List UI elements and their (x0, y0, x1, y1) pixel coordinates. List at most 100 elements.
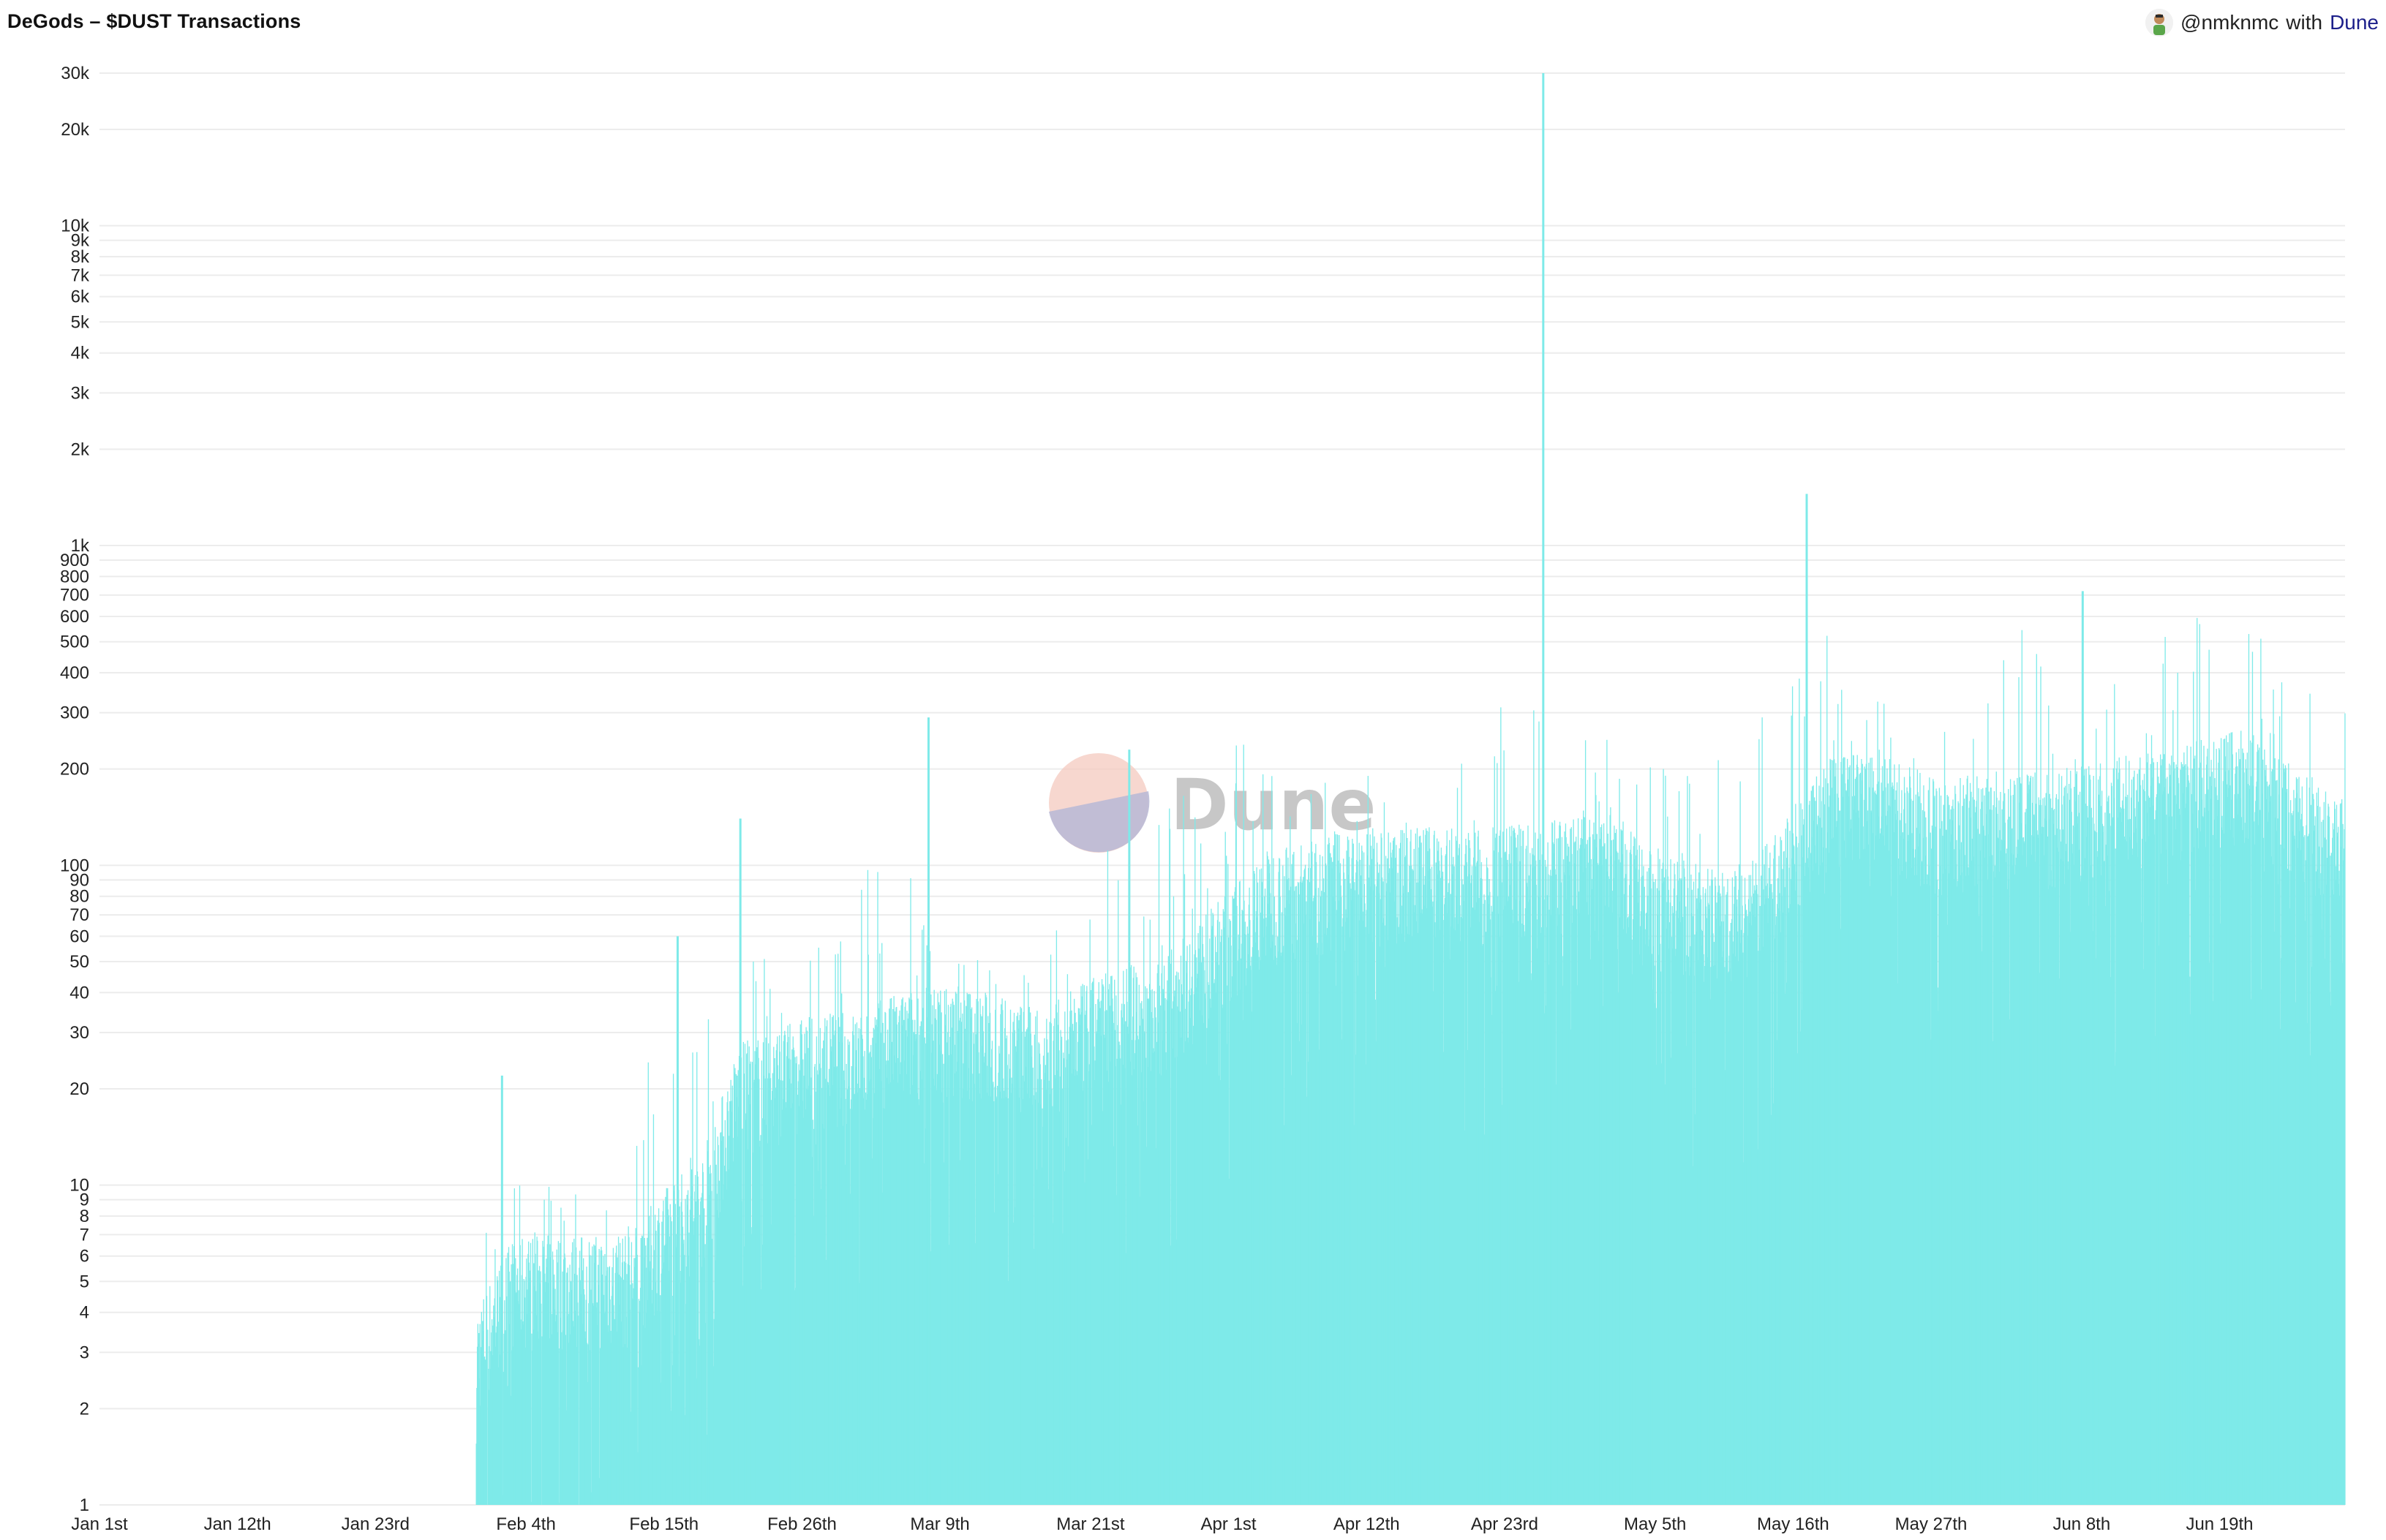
bar (543, 1199, 545, 1505)
bar (1834, 776, 1836, 1505)
bar (568, 1292, 571, 1505)
bar (1361, 845, 1363, 1505)
bar (608, 1332, 609, 1505)
bar (549, 1244, 551, 1505)
bar (1958, 825, 1960, 1505)
bar (1201, 1015, 1203, 1505)
author-credit[interactable]: @nmknmc with Dune (2145, 9, 2379, 37)
y-tick-label: 400 (60, 663, 89, 683)
bar (2022, 837, 2024, 1505)
bar (1870, 812, 1873, 1505)
bar (1848, 767, 1850, 1505)
bar (745, 1054, 748, 1505)
bar (2162, 663, 2164, 1506)
bar (1483, 903, 1484, 1505)
bar (2138, 801, 2140, 1505)
bar (2306, 777, 2308, 1505)
bar (1396, 917, 1398, 1505)
bar (658, 1208, 660, 1505)
bar (907, 1036, 908, 1505)
bar (480, 1405, 481, 1505)
bar (1208, 1018, 1210, 1505)
bar (1761, 717, 1763, 1506)
bar (1011, 1077, 1012, 1505)
bar (1845, 790, 1847, 1505)
bar (775, 1087, 777, 1505)
bar (507, 1253, 508, 1505)
bar (1768, 898, 1769, 1505)
bar (999, 1091, 1001, 1505)
bar (1237, 995, 1238, 1505)
bar (2336, 832, 2338, 1505)
bar (1911, 833, 1913, 1505)
bar (782, 1080, 783, 1505)
bar (1965, 796, 1968, 1505)
bar (715, 1164, 717, 1505)
bar (2308, 788, 2311, 1505)
bar (2063, 796, 2065, 1505)
bar (535, 1291, 537, 1505)
bar (1039, 1064, 1041, 1505)
bar (2153, 834, 2155, 1505)
bar (644, 1237, 645, 1505)
bar (1496, 986, 1497, 1505)
bar (2146, 812, 2148, 1505)
bar (756, 1051, 757, 1505)
bar (1546, 895, 1548, 1505)
bar (2202, 817, 2204, 1505)
bar (2090, 807, 2093, 1505)
bar (1145, 1147, 1147, 1505)
bar (996, 1098, 997, 1505)
bar (659, 1311, 661, 1505)
bar (1386, 883, 1388, 1505)
bar (1474, 910, 1475, 1505)
bar (1521, 937, 1523, 1505)
credit-handle[interactable]: @nmknmc (2180, 11, 2279, 34)
bar (1676, 861, 1679, 1505)
bar (1927, 790, 1930, 1505)
bar (2103, 826, 2104, 1505)
bar (1064, 1067, 1066, 1505)
bar (1480, 862, 1483, 1505)
bar (1077, 1041, 1079, 1505)
bar (1230, 921, 1232, 1505)
bar (1713, 942, 1715, 1505)
bar (1703, 954, 1704, 1505)
bar (2205, 847, 2207, 1505)
bar (1513, 829, 1516, 1505)
bar (1249, 920, 1251, 1505)
bar (597, 1324, 598, 1505)
bar (1590, 858, 1592, 1505)
bar (666, 1190, 668, 1505)
bar (2236, 799, 2238, 1505)
bar (1949, 819, 1951, 1505)
bar (1955, 864, 1957, 1505)
bar (779, 1035, 780, 1505)
bar (2031, 802, 2033, 1505)
bar (1610, 807, 1611, 1505)
bar (1301, 882, 1303, 1505)
bar (1380, 833, 1382, 1505)
bar-series (475, 73, 2346, 1506)
y-tick-label: 9 (80, 1190, 89, 1210)
bar (1432, 991, 1434, 1505)
bar (625, 1316, 627, 1505)
bar (1381, 837, 1382, 1505)
bar (1822, 787, 1824, 1505)
dune-link[interactable]: Dune (2330, 11, 2379, 34)
bar (2293, 835, 2295, 1505)
bar (680, 1282, 682, 1505)
bar (2075, 774, 2077, 1505)
bar (2211, 785, 2213, 1505)
bar (1952, 799, 1954, 1505)
bar (670, 1217, 671, 1505)
bar (1558, 914, 1559, 1505)
bar (1702, 887, 1704, 1505)
bar (2077, 816, 2079, 1505)
bar (2189, 1014, 2191, 1505)
bar (1402, 893, 1404, 1505)
bar (2326, 884, 2327, 1505)
bar (1424, 875, 1426, 1505)
bar (2001, 809, 2003, 1505)
bar (1676, 895, 1678, 1505)
